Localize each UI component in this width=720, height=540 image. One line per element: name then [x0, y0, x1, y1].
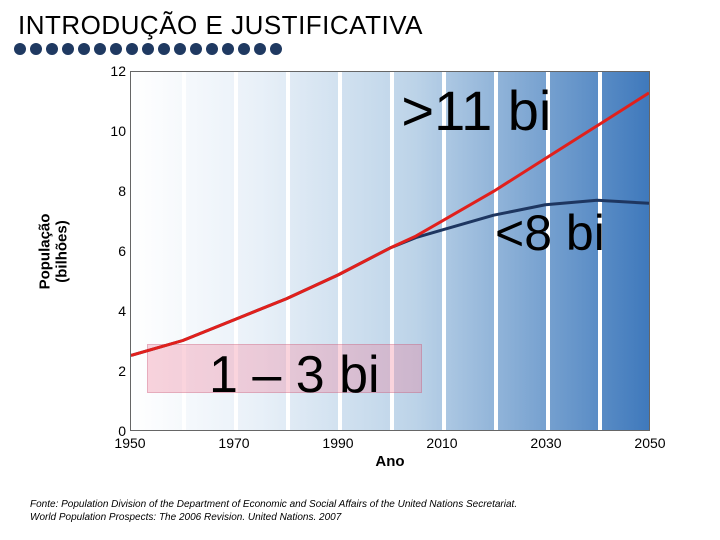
y-tick-label: 8 [118, 183, 126, 199]
dot-icon [174, 43, 186, 55]
dot-icon [222, 43, 234, 55]
page-title: INTRODUÇÃO E JUSTIFICATIVA [0, 0, 720, 43]
dot-icon [126, 43, 138, 55]
dot-icon [254, 43, 266, 55]
x-tick-label: 1950 [114, 435, 145, 451]
dot-icon [78, 43, 90, 55]
dot-icon [190, 43, 202, 55]
plot-area: >11 bi <8 bi 1 – 3 bi [130, 71, 650, 431]
dot-icon [46, 43, 58, 55]
dot-icon [238, 43, 250, 55]
x-axis-title: Ano [375, 453, 404, 470]
dot-icon [142, 43, 154, 55]
y-title-line2: (bilhões) [53, 220, 70, 283]
source-citation: Fonte: Population Division of the Depart… [30, 499, 690, 524]
dot-icon [158, 43, 170, 55]
x-tick-label: 2010 [426, 435, 457, 451]
source-line2: World Population Prospects: The 2006 Rev… [30, 512, 341, 523]
annotation: <8 bi [495, 204, 605, 262]
y-tick-label: 4 [118, 303, 126, 319]
y-axis-title: População (bilhões) [34, 71, 74, 431]
y-tick-label: 2 [118, 363, 126, 379]
y-tick-label: 12 [110, 63, 126, 79]
y-title-line1: População [37, 213, 54, 289]
source-line1: Fonte: Population Division of the Depart… [30, 499, 517, 510]
dot-icon [62, 43, 74, 55]
annotation: 1 – 3 bi [209, 345, 380, 405]
x-tick-label: 1990 [322, 435, 353, 451]
x-tick-label: 1970 [218, 435, 249, 451]
x-tick-label: 2050 [634, 435, 665, 451]
dot-icon [270, 43, 282, 55]
y-tick-label: 6 [118, 243, 126, 259]
y-tick-label: 10 [110, 123, 126, 139]
dot-icon [30, 43, 42, 55]
y-axis: 024681012 [80, 71, 130, 431]
x-tick-label: 2030 [530, 435, 561, 451]
dot-icon [110, 43, 122, 55]
annotation: >11 bi [401, 78, 551, 143]
population-chart: População (bilhões) 024681012 >11 bi<8 b… [40, 65, 700, 475]
decorative-dots [0, 43, 720, 57]
dot-icon [94, 43, 106, 55]
dot-icon [14, 43, 26, 55]
dot-icon [206, 43, 218, 55]
x-axis: Ano 195019701990201020302050 [130, 433, 650, 473]
